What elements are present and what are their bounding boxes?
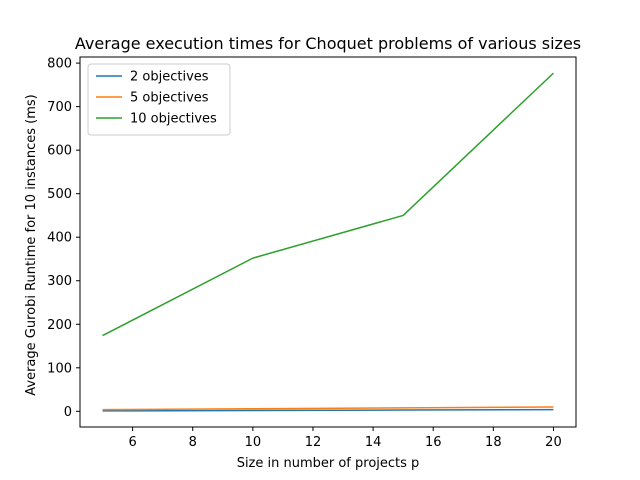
y-tick-label: 500 — [47, 187, 72, 202]
y-tick-label: 300 — [47, 274, 72, 289]
x-tick-label: 10 — [245, 435, 262, 450]
y-tick-label: 100 — [47, 361, 72, 376]
series-line-3 — [102, 72, 554, 337]
x-tick-label: 12 — [305, 435, 322, 450]
legend: 2 objectives 5 objectives 10 objectives — [87, 63, 231, 136]
y-tick-label: 200 — [47, 318, 72, 333]
y-tick-label: 800 — [47, 57, 72, 72]
chart-title: Average execution times for Choquet prob… — [75, 34, 581, 53]
x-axis-label: Size in number of projects p — [237, 456, 420, 471]
series-line-1 — [102, 408, 554, 412]
legend-label-1: 2 objectives — [130, 70, 209, 85]
y-tick-label: 700 — [47, 100, 72, 115]
x-tick-label: 6 — [128, 435, 136, 450]
x-tick-label: 8 — [189, 435, 197, 450]
x-tick-label: 14 — [365, 435, 382, 450]
series-line-2 — [102, 406, 554, 411]
x-tick-label: 16 — [425, 435, 442, 450]
legend-box — [87, 63, 231, 136]
x-tick-label: 18 — [485, 435, 502, 450]
legend-label-2: 5 objectives — [130, 91, 209, 106]
plot-frame — [79, 56, 577, 428]
x-tick-label: 20 — [545, 435, 562, 450]
legend-label-3: 10 objectives — [130, 112, 217, 127]
y-tick-label: 0 — [64, 405, 72, 420]
y-axis-label: Average Gurobi Runtime for 10 instances … — [24, 94, 39, 396]
y-tick-label: 400 — [47, 231, 72, 246]
y-tick-label: 600 — [47, 144, 72, 159]
